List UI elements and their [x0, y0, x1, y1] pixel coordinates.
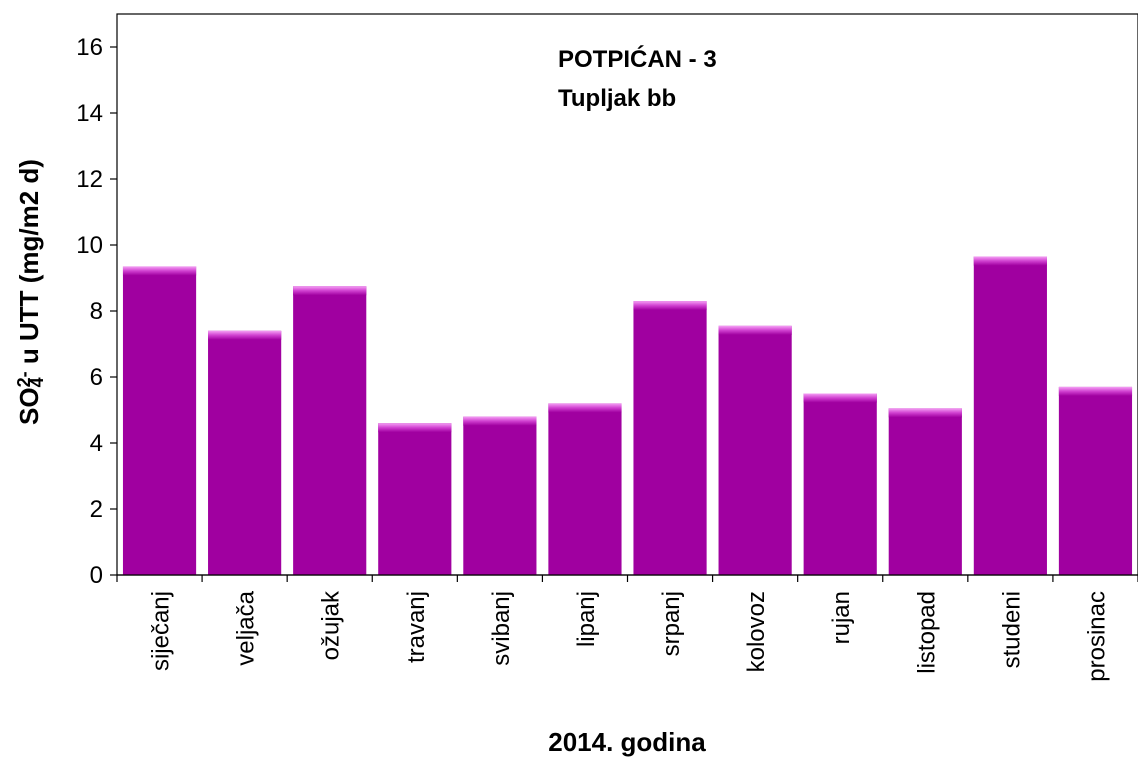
- chart-subtitle: Tupljak bb: [558, 85, 676, 112]
- x-category-label-1: veljača: [233, 590, 260, 665]
- bar-highlight-7: [718, 325, 792, 335]
- x-category-label-0: siječanj: [148, 591, 175, 671]
- chart-title: POTPIĆAN - 3: [558, 45, 717, 73]
- x-category-label-6: srpanj: [658, 591, 685, 656]
- y-tick-label-1: 2: [90, 496, 103, 523]
- bar-8: [803, 393, 877, 575]
- y-axis-title-sup: 2-: [14, 371, 34, 387]
- bar-7: [718, 325, 792, 575]
- bar-highlight-9: [888, 408, 962, 418]
- x-category-label-5: lipanj: [573, 591, 600, 647]
- x-category-label-4: svibanj: [488, 591, 515, 666]
- x-category-label-7: kolovoz: [743, 591, 770, 672]
- y-axis-title: SO42- u UTT (mg/m2 d): [14, 159, 47, 425]
- x-category-label-10: studeni: [998, 591, 1025, 668]
- x-category-label-11: prosinac: [1083, 591, 1110, 682]
- bar-4: [463, 416, 537, 575]
- bar-highlight-2: [293, 286, 367, 296]
- x-category-label-2: ožujak: [318, 590, 345, 660]
- y-tick-label-0: 0: [90, 562, 103, 589]
- x-category-label-3: travanj: [403, 591, 430, 663]
- x-category-label-8: rujan: [828, 591, 855, 644]
- bar-highlight-6: [633, 301, 707, 311]
- bar-6: [633, 301, 707, 575]
- bar-5: [548, 403, 622, 575]
- bar-highlight-8: [803, 393, 877, 403]
- bar-2: [293, 286, 367, 575]
- y-axis: 0 2 4 6 8 10 12 14 16: [76, 34, 117, 589]
- bar-11: [1058, 386, 1133, 575]
- bar-0: [122, 266, 197, 575]
- y-tick-label-6: 12: [76, 166, 103, 193]
- y-tick-label-3: 6: [90, 364, 103, 391]
- x-axis: siječanj veljača ožujak travanj svibanj lipan…: [116, 574, 1138, 682]
- bar-9: [888, 408, 962, 575]
- bar-highlight-5: [548, 403, 622, 413]
- bar-10: [973, 256, 1047, 575]
- y-tick-label-8: 16: [76, 34, 103, 61]
- bar-highlight-1: [208, 330, 282, 340]
- y-axis-title-suffix: u UTT (mg/m2 d): [14, 159, 44, 371]
- bar-highlight-11: [1058, 386, 1133, 396]
- y-tick-label-7: 14: [76, 100, 103, 127]
- bar-3: [378, 423, 452, 575]
- y-tick-label-5: 10: [76, 232, 103, 259]
- plot-frame: [116, 13, 1138, 576]
- bars: [122, 256, 1133, 575]
- y-axis-title-sub: 4: [27, 377, 47, 387]
- x-category-label-9: listopad: [913, 591, 940, 674]
- bar-highlight-3: [378, 423, 452, 433]
- bar-highlight-0: [122, 266, 197, 276]
- bar-highlight-10: [973, 256, 1047, 266]
- bar-highlight-4: [463, 416, 537, 426]
- y-axis-title-prefix: SO: [14, 387, 44, 425]
- y-tick-label-2: 4: [90, 430, 103, 457]
- y-tick-label-4: 8: [90, 298, 103, 325]
- x-axis-title: 2014. godina: [548, 727, 706, 757]
- bar-1: [208, 330, 282, 575]
